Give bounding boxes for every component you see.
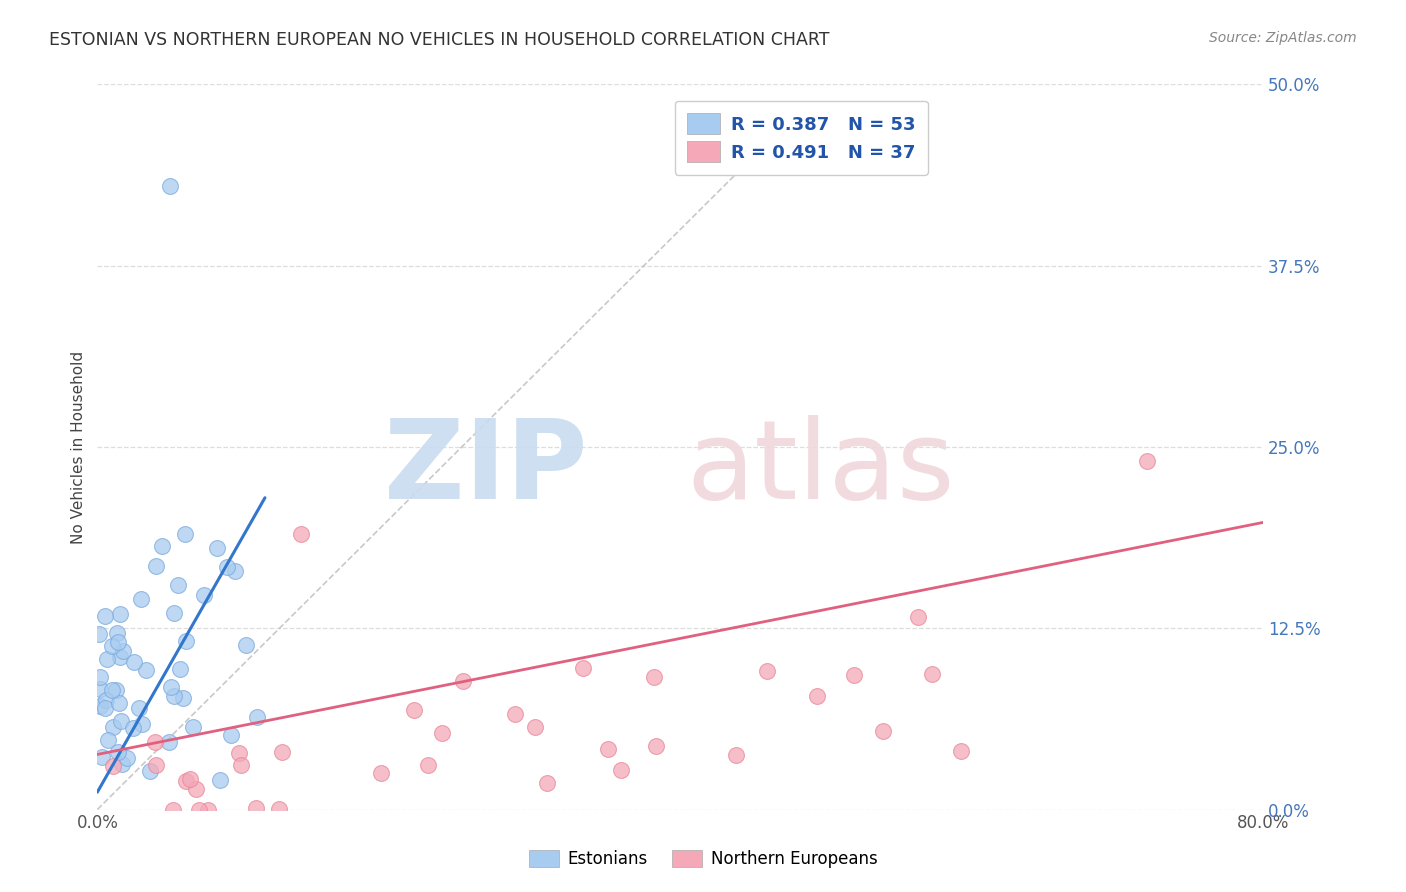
Point <box>643 670 665 684</box>
Point <box>121 721 143 735</box>
Point <box>101 720 124 734</box>
Point <box>197 803 219 817</box>
Point <box>135 663 157 677</box>
Point <box>598 742 620 756</box>
Point <box>290 527 312 541</box>
Point <box>208 773 231 788</box>
Point <box>246 710 269 724</box>
Point <box>645 739 668 753</box>
Point <box>1136 454 1159 468</box>
Point <box>183 720 205 734</box>
Point <box>219 729 242 743</box>
Point <box>193 588 215 602</box>
Point <box>907 610 929 624</box>
Point <box>228 746 250 760</box>
Point <box>842 668 865 682</box>
Point <box>90 749 112 764</box>
Point <box>108 607 131 622</box>
Point <box>610 764 633 778</box>
Point <box>173 526 195 541</box>
Legend: R = 0.387   N = 53, R = 0.491   N = 37: R = 0.387 N = 53, R = 0.491 N = 37 <box>675 101 928 175</box>
Point <box>269 802 291 816</box>
Point <box>505 707 527 722</box>
Point <box>523 720 546 734</box>
Point <box>162 803 184 817</box>
Point <box>235 638 257 652</box>
Point <box>107 745 129 759</box>
Point <box>370 765 392 780</box>
Point <box>122 655 145 669</box>
Point <box>174 634 197 648</box>
Point <box>174 774 197 789</box>
Point <box>157 735 180 749</box>
Point <box>453 673 475 688</box>
Point <box>725 747 748 762</box>
Point <box>160 681 183 695</box>
Point <box>169 662 191 676</box>
Point <box>101 682 124 697</box>
Point <box>111 757 134 772</box>
Legend: Estonians, Northern Europeans: Estonians, Northern Europeans <box>522 843 884 875</box>
Point <box>207 541 229 556</box>
Point <box>107 635 129 649</box>
Point <box>101 759 124 773</box>
Point <box>159 178 181 193</box>
Point <box>150 539 173 553</box>
Y-axis label: No Vehicles in Household: No Vehicles in Household <box>72 351 86 543</box>
Point <box>402 703 425 717</box>
Point <box>108 696 131 710</box>
Point <box>128 701 150 715</box>
Point <box>172 691 194 706</box>
Point <box>131 717 153 731</box>
Point <box>111 644 134 658</box>
Point <box>94 609 117 624</box>
Point <box>143 734 166 748</box>
Point <box>138 764 160 779</box>
Point <box>229 757 252 772</box>
Text: atlas: atlas <box>686 416 955 522</box>
Point <box>416 757 439 772</box>
Point <box>105 626 128 640</box>
Point <box>110 714 132 728</box>
Point <box>94 693 117 707</box>
Point <box>179 772 201 786</box>
Text: ESTONIAN VS NORTHERN EUROPEAN NO VEHICLES IN HOUSEHOLD CORRELATION CHART: ESTONIAN VS NORTHERN EUROPEAN NO VEHICLE… <box>49 31 830 49</box>
Point <box>224 564 246 578</box>
Point <box>217 559 239 574</box>
Point <box>921 667 943 681</box>
Point <box>756 664 779 678</box>
Point <box>115 750 138 764</box>
Point <box>89 670 111 684</box>
Point <box>145 558 167 573</box>
Point <box>188 803 211 817</box>
Point <box>430 726 453 740</box>
Point <box>271 745 294 759</box>
Text: ZIP: ZIP <box>384 416 588 522</box>
Point <box>96 652 118 666</box>
Point <box>949 744 972 758</box>
Point <box>163 689 186 703</box>
Point <box>93 701 115 715</box>
Point <box>163 606 186 620</box>
Point <box>108 650 131 665</box>
Point <box>104 682 127 697</box>
Point <box>806 689 828 703</box>
Point <box>89 699 111 714</box>
Point <box>536 775 558 789</box>
Text: Source: ZipAtlas.com: Source: ZipAtlas.com <box>1209 31 1357 45</box>
Point <box>167 578 190 592</box>
Point <box>129 591 152 606</box>
Point <box>87 627 110 641</box>
Point <box>101 639 124 653</box>
Point <box>245 801 267 815</box>
Point <box>184 781 207 796</box>
Point <box>97 732 120 747</box>
Point <box>572 660 595 674</box>
Point <box>89 682 111 697</box>
Point <box>872 723 894 738</box>
Point <box>145 758 167 772</box>
